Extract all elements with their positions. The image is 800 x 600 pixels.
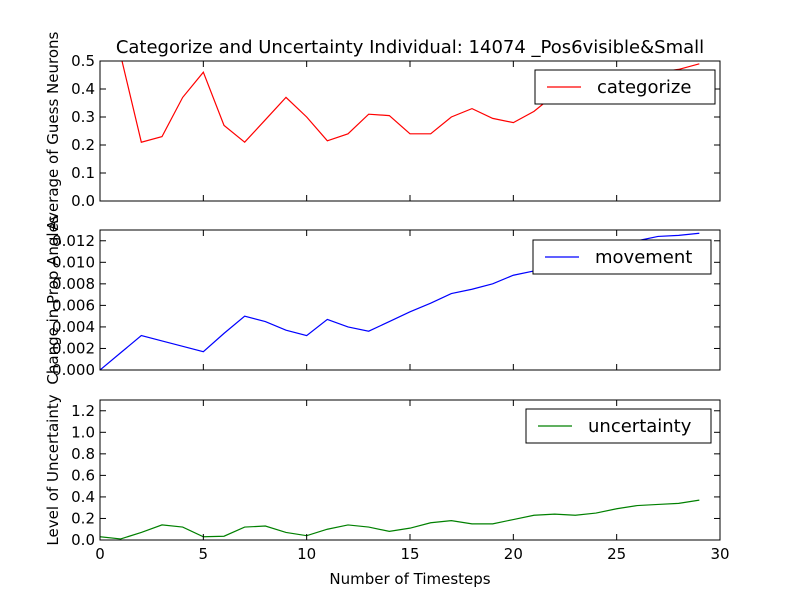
y-tick-label: 0.000 bbox=[52, 361, 95, 379]
legend-label: uncertainty bbox=[588, 416, 692, 437]
y-tick-label: 0.002 bbox=[52, 339, 95, 357]
y-tick-label: 0.012 bbox=[52, 232, 95, 250]
x-axis-label: Number of Timesteps bbox=[329, 570, 490, 588]
y-tick-label: 0.8 bbox=[71, 445, 95, 463]
y-axis-label-categorize: Average of Guess Neurons bbox=[44, 31, 62, 230]
y-tick-label: 0.1 bbox=[71, 164, 95, 182]
y-tick-label: 1.0 bbox=[71, 423, 95, 441]
y-axis-label-movement: Change in Prop Angles bbox=[44, 215, 62, 384]
y-tick-label: 0.4 bbox=[71, 80, 95, 98]
panel-categorize: 0.0 0.1 0.2 0.3 0.4 0.5 Average of Guess Neuro… bbox=[44, 31, 721, 230]
figure-title: Categorize and Uncertainty Individual: 1… bbox=[116, 37, 704, 58]
x-tick-label: 30 bbox=[710, 545, 729, 563]
y-tick-label: 1.2 bbox=[71, 402, 95, 420]
y-tick-label: 0.5 bbox=[71, 52, 95, 70]
x-tick-label: 0 bbox=[95, 545, 105, 563]
x-tick-label: 5 bbox=[199, 545, 209, 563]
y-tick-label: 0.4 bbox=[71, 488, 95, 506]
legend-label: movement bbox=[595, 247, 692, 268]
panel-uncertainty: 0.0 0.2 0.4 0.6 0.8 1.0 1.2 0 5 10 15 20 25 30 Level o… bbox=[44, 394, 730, 563]
y-tick-label: 0.0 bbox=[71, 531, 95, 549]
panel-movement: 0.000 0.002 0.004 0.006 0.008 0.010 0.012Chang… bbox=[44, 215, 721, 385]
y-tick-label: 0.2 bbox=[71, 136, 95, 154]
series-line-uncertainty bbox=[100, 499, 700, 540]
y-tick-label: 0.2 bbox=[71, 509, 95, 527]
x-tick-label: 15 bbox=[400, 545, 419, 563]
legend-categorize: categorize bbox=[534, 69, 716, 105]
x-tick-label: 20 bbox=[504, 545, 523, 563]
legend-label: categorize bbox=[597, 77, 691, 98]
y-tick-label: 0.006 bbox=[52, 296, 95, 314]
legend-uncertainty: uncertainty bbox=[525, 408, 712, 444]
y-tick-label: 0.6 bbox=[71, 466, 95, 484]
y-tick-label: 0.0 bbox=[71, 192, 95, 210]
legend-movement: movement bbox=[532, 239, 712, 275]
y-tick-label: 0.004 bbox=[52, 318, 95, 336]
y-tick-label: 0.010 bbox=[52, 253, 95, 271]
x-tick-label: 10 bbox=[297, 545, 316, 563]
y-axis-label-uncertainty: Level of Uncertainty bbox=[44, 394, 62, 545]
x-tick-label: 25 bbox=[607, 545, 626, 563]
y-tick-label: 0.3 bbox=[71, 108, 95, 126]
y-tick-label: 0.008 bbox=[52, 275, 95, 293]
